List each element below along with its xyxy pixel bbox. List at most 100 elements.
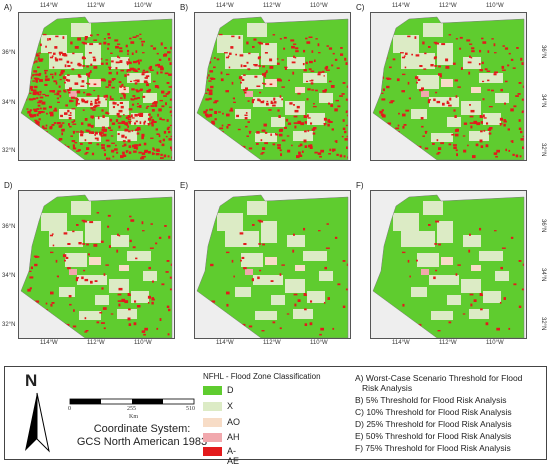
zone-a-ae-patch [87, 123, 91, 127]
zone-a-ae-patch [58, 85, 61, 88]
zone-a-ae-patch [397, 124, 400, 127]
zone-a-ae-patch [148, 113, 151, 116]
zone-a-ae-patch [279, 95, 282, 98]
zone-a-ae-patch [326, 223, 329, 225]
zone-a-ae-patch [63, 232, 68, 235]
zone-a-ae-patch [141, 155, 144, 158]
lon-label: 114°W [216, 340, 234, 346]
zone-a-ae-patch [145, 82, 149, 84]
zone-a-ae-patch [381, 109, 384, 112]
zone-a-ae-patch [69, 303, 72, 306]
zone-a-ae-patch [275, 133, 279, 136]
zone-a-ae-patch [246, 135, 249, 137]
zone-a-ae-patch [93, 243, 98, 247]
zone-a-ae-patch [303, 115, 307, 118]
zone-a-ae-patch [345, 288, 348, 291]
legend-box: N 0 255 510 Km Coordinate System: GCS No… [4, 366, 547, 466]
zone-a-ae-patch [127, 53, 129, 55]
zone-a-ae-patch [319, 155, 322, 158]
zone-a-ae-patch [64, 112, 68, 115]
zone-x-area [49, 231, 83, 247]
zone-a-ae-patch [152, 80, 156, 83]
zone-a-ae-patch [386, 85, 390, 89]
zone-a-ae-patch [158, 58, 162, 61]
zone-a-ae-patch [437, 330, 441, 332]
zone-a-ae-patch [344, 57, 347, 61]
zone-a-ae-patch [137, 103, 139, 105]
zone-x-area [143, 93, 157, 103]
zone-a-ae-patch [225, 90, 229, 93]
zone-a-ae-patch [344, 130, 347, 134]
zone-a-ae-patch [141, 152, 146, 155]
zone-a-ae-patch [341, 135, 344, 138]
zone-a-ae-patch [68, 123, 70, 126]
zone-a-ae-patch [168, 73, 172, 76]
zone-a-ae-patch [257, 41, 262, 44]
zone-a-ae-patch [409, 275, 411, 278]
zone-a-ae-patch [265, 70, 268, 73]
zone-a-ae-patch [164, 72, 169, 75]
zone-x-area [255, 133, 277, 142]
zone-a-ae-patch [243, 267, 247, 270]
zone-a-ae-patch [311, 50, 314, 53]
zone-a-ae-patch [75, 100, 78, 104]
zone-a-ae-patch [402, 113, 406, 117]
zone-a-ae-patch [41, 111, 45, 113]
zone-a-ae-patch [117, 115, 122, 118]
zone-a-ae-patch [402, 251, 406, 254]
zone-a-ae-patch [214, 100, 219, 102]
zone-a-ae-patch [141, 73, 145, 76]
zone-a-ae-patch [158, 140, 161, 142]
zone-a-ae-patch [407, 81, 410, 85]
zone-a-ae-patch [155, 148, 160, 152]
zone-a-ae-patch [145, 75, 150, 78]
zone-a-ae-patch [169, 110, 172, 113]
zone-a-ae-patch [44, 69, 48, 72]
zone-a-ae-patch [328, 80, 332, 83]
zone-a-ae-patch [29, 276, 34, 279]
zone-a-ae-patch [307, 129, 310, 132]
zone-a-ae-patch [275, 133, 277, 135]
zone-a-ae-patch [161, 105, 165, 108]
zone-a-ae-patch [263, 123, 267, 127]
scale-tick-label: 0 [68, 406, 71, 412]
zone-a-ae-patch [309, 144, 313, 148]
zone-a-ae-patch [294, 57, 297, 59]
lon-label: 112°W [439, 3, 457, 9]
zone-a-ae-patch [317, 43, 320, 47]
zone-x-area [217, 213, 243, 231]
zone-a-ae-patch [292, 249, 295, 253]
zone-a-ae-patch [28, 98, 31, 101]
zone-a-ae-patch [37, 78, 40, 80]
coordinate-system-line: GCS North American 1983 [76, 436, 208, 448]
zone-a-ae-patch [266, 100, 269, 103]
zone-a-ae-patch [208, 80, 212, 82]
zone-a-ae-patch [147, 117, 151, 121]
zone-a-ae-patch [151, 298, 155, 301]
zone-x-area [461, 101, 481, 115]
zone-a-ae-patch [486, 70, 491, 72]
zone-a-ae-patch [448, 321, 452, 324]
zone-a-ae-patch [92, 56, 96, 59]
lon-label: 112°W [439, 340, 457, 346]
zone-a-ae-patch [143, 121, 146, 125]
zone-a-ae-patch [108, 66, 112, 68]
zone-a-ae-patch [332, 327, 335, 330]
zone-a-ae-patch [324, 266, 327, 270]
zone-a-ae-patch [462, 135, 466, 137]
panel-letter: B) [180, 3, 188, 12]
zone-a-ae-patch [49, 111, 54, 114]
zone-a-ae-patch [219, 127, 224, 130]
zone-a-ae-patch [439, 75, 442, 78]
zone-a-ae-patch [101, 144, 105, 146]
zone-a-ae-patch [346, 263, 348, 266]
zone-a-ae-patch [72, 130, 76, 133]
zone-a-ae-patch [44, 71, 47, 75]
zone-x-area [49, 53, 83, 69]
zone-a-ae-patch [111, 122, 116, 125]
zone-a-ae-patch [152, 280, 154, 283]
zone-a-ae-patch [469, 233, 471, 236]
zone-a-ae-patch [469, 293, 474, 296]
zone-x-area [319, 93, 333, 103]
zone-a-ae-patch [142, 69, 145, 72]
